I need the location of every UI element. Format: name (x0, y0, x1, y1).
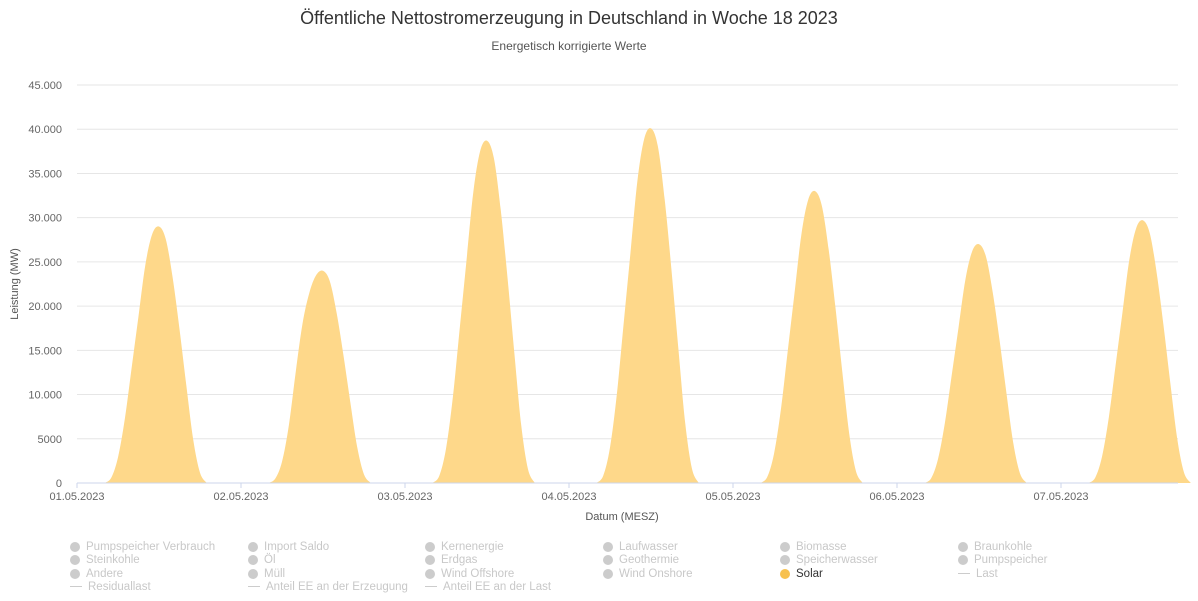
legend-item-speicherwasser[interactable]: Speicherwasser (780, 554, 878, 566)
legend-line-icon (958, 573, 970, 575)
legend-dot-icon (70, 568, 80, 579)
legend-dot-icon (780, 555, 790, 566)
y-tick-label: 0 (56, 478, 62, 490)
x-tick-label: 02.05.2023 (213, 491, 268, 503)
legend-label: Braunkohle (974, 541, 1033, 553)
legend-line-icon (248, 586, 260, 588)
legend-item-biomasse[interactable]: Biomasse (780, 541, 847, 553)
y-tick-label: 45.000 (28, 80, 62, 92)
legend-item-pumpspeicher[interactable]: Pumpspeicher (958, 554, 1048, 566)
legend-dot-icon (70, 555, 80, 566)
solar-area-02.05.2023[interactable] (268, 270, 371, 483)
solar-area-07.05.2023[interactable] (1088, 220, 1191, 483)
legend-dot-icon (603, 568, 613, 579)
chart-title: Öffentliche Nettostromerzeugung in Deuts… (300, 8, 838, 28)
legend-item-anteil-ee-an-der-last[interactable]: Anteil EE an der Last (425, 581, 551, 593)
legend-item-öl[interactable]: Öl (248, 554, 276, 566)
legend-dot-icon (425, 542, 435, 552)
legend-label: Speicherwasser (796, 554, 878, 567)
legend-dot-icon (780, 568, 790, 579)
legend-label: Import Saldo (264, 541, 330, 553)
legend-item-wind-onshore[interactable]: Wind Onshore (603, 568, 693, 580)
legend-label: Kernenergie (441, 541, 504, 553)
legend-item-last[interactable]: Last (958, 568, 998, 580)
legend-dot-icon (248, 542, 258, 552)
legend-item-erdgas[interactable]: Erdgas (425, 554, 477, 566)
legend-label: Öl (264, 554, 276, 567)
y-tick-label: 25.000 (28, 257, 62, 269)
chart-subtitle: Energetisch korrigierte Werte (491, 39, 647, 53)
legend-label: Residuallast (88, 580, 151, 593)
legend-line-icon (70, 586, 82, 588)
legend-item-braunkohle[interactable]: Braunkohle (958, 541, 1032, 553)
legend-label: Steinkohle (86, 554, 140, 567)
legend-label: Anteil EE an der Last (443, 580, 552, 593)
legend-item-wind-offshore[interactable]: Wind Offshore (425, 568, 514, 580)
x-tick-label: 04.05.2023 (541, 491, 596, 503)
legend-item-residuallast[interactable]: Residuallast (70, 581, 151, 593)
legend-label: Laufwasser (619, 541, 678, 553)
x-tick-label: 07.05.2023 (1033, 491, 1088, 503)
legend-dot-icon (958, 555, 968, 566)
legend-item-laufwasser[interactable]: Laufwasser (603, 541, 678, 553)
y-tick-label: 15.000 (28, 345, 62, 357)
legend-item-solar[interactable]: Solar (780, 568, 823, 580)
legend-dot-icon (425, 555, 435, 566)
x-tick-label: 03.05.2023 (377, 491, 432, 503)
x-tick-label: 05.05.2023 (705, 491, 760, 503)
legend-item-pumpspeicher-verbrauch[interactable]: Pumpspeicher Verbrauch (70, 541, 215, 553)
legend-label: Pumpspeicher (974, 554, 1048, 567)
legend-label: Wind Offshore (441, 567, 515, 580)
legend-item-anteil-ee-an-der-erzeugung[interactable]: Anteil EE an der Erzeugung (248, 581, 408, 593)
solar-area-03.05.2023[interactable] (432, 140, 535, 483)
legend-line-icon (425, 586, 437, 588)
legend-label: Geothermie (619, 554, 680, 567)
x-tick-label: 06.05.2023 (869, 491, 924, 503)
y-tick-label: 35.000 (28, 168, 62, 180)
legend-dot-icon (248, 568, 258, 579)
legend-dot-icon (958, 542, 968, 552)
solar-area-01.05.2023[interactable] (104, 226, 207, 483)
y-tick-label: 40.000 (28, 124, 62, 136)
legend-label: Pumpspeicher Verbrauch (86, 541, 216, 553)
legend-dot-icon (780, 542, 790, 552)
legend-label: Solar (796, 567, 823, 580)
legend-dot-icon (248, 555, 258, 566)
y-tick-label: 30.000 (28, 213, 62, 225)
solar-area-06.05.2023[interactable] (924, 244, 1027, 483)
solar-area-04.05.2023[interactable] (596, 128, 699, 483)
x-axis-label: Datum (MESZ) (585, 511, 658, 523)
legend-dot-icon (603, 555, 613, 566)
legend-dot-icon (425, 568, 435, 579)
legend-dot-icon (603, 542, 613, 552)
legend-label: Erdgas (441, 554, 478, 567)
y-tick-label: 5000 (38, 434, 62, 446)
x-tick-label: 01.05.2023 (49, 491, 104, 503)
legend-label: Anteil EE an der Erzeugung (266, 580, 408, 593)
legend-item-müll[interactable]: Müll (248, 568, 285, 580)
legend-item-geothermie[interactable]: Geothermie (603, 554, 679, 566)
y-axis-label: Leistung (MW) (9, 248, 21, 320)
legend-label: Müll (264, 567, 286, 580)
legend-label: Biomasse (796, 541, 847, 553)
y-tick-label: 10.000 (28, 390, 62, 402)
legend-item-kernenergie[interactable]: Kernenergie (425, 541, 504, 553)
legend-item-steinkohle[interactable]: Steinkohle (70, 554, 140, 566)
legend-label: Last (976, 567, 998, 580)
legend-label: Andere (86, 567, 124, 580)
legend-label: Wind Onshore (619, 567, 693, 580)
solar-area-05.05.2023[interactable] (760, 190, 863, 483)
legend-dot-icon (70, 542, 80, 552)
y-tick-label: 20.000 (28, 301, 62, 313)
legend-item-andere[interactable]: Andere (70, 568, 123, 580)
legend-item-import-saldo[interactable]: Import Saldo (248, 541, 329, 553)
